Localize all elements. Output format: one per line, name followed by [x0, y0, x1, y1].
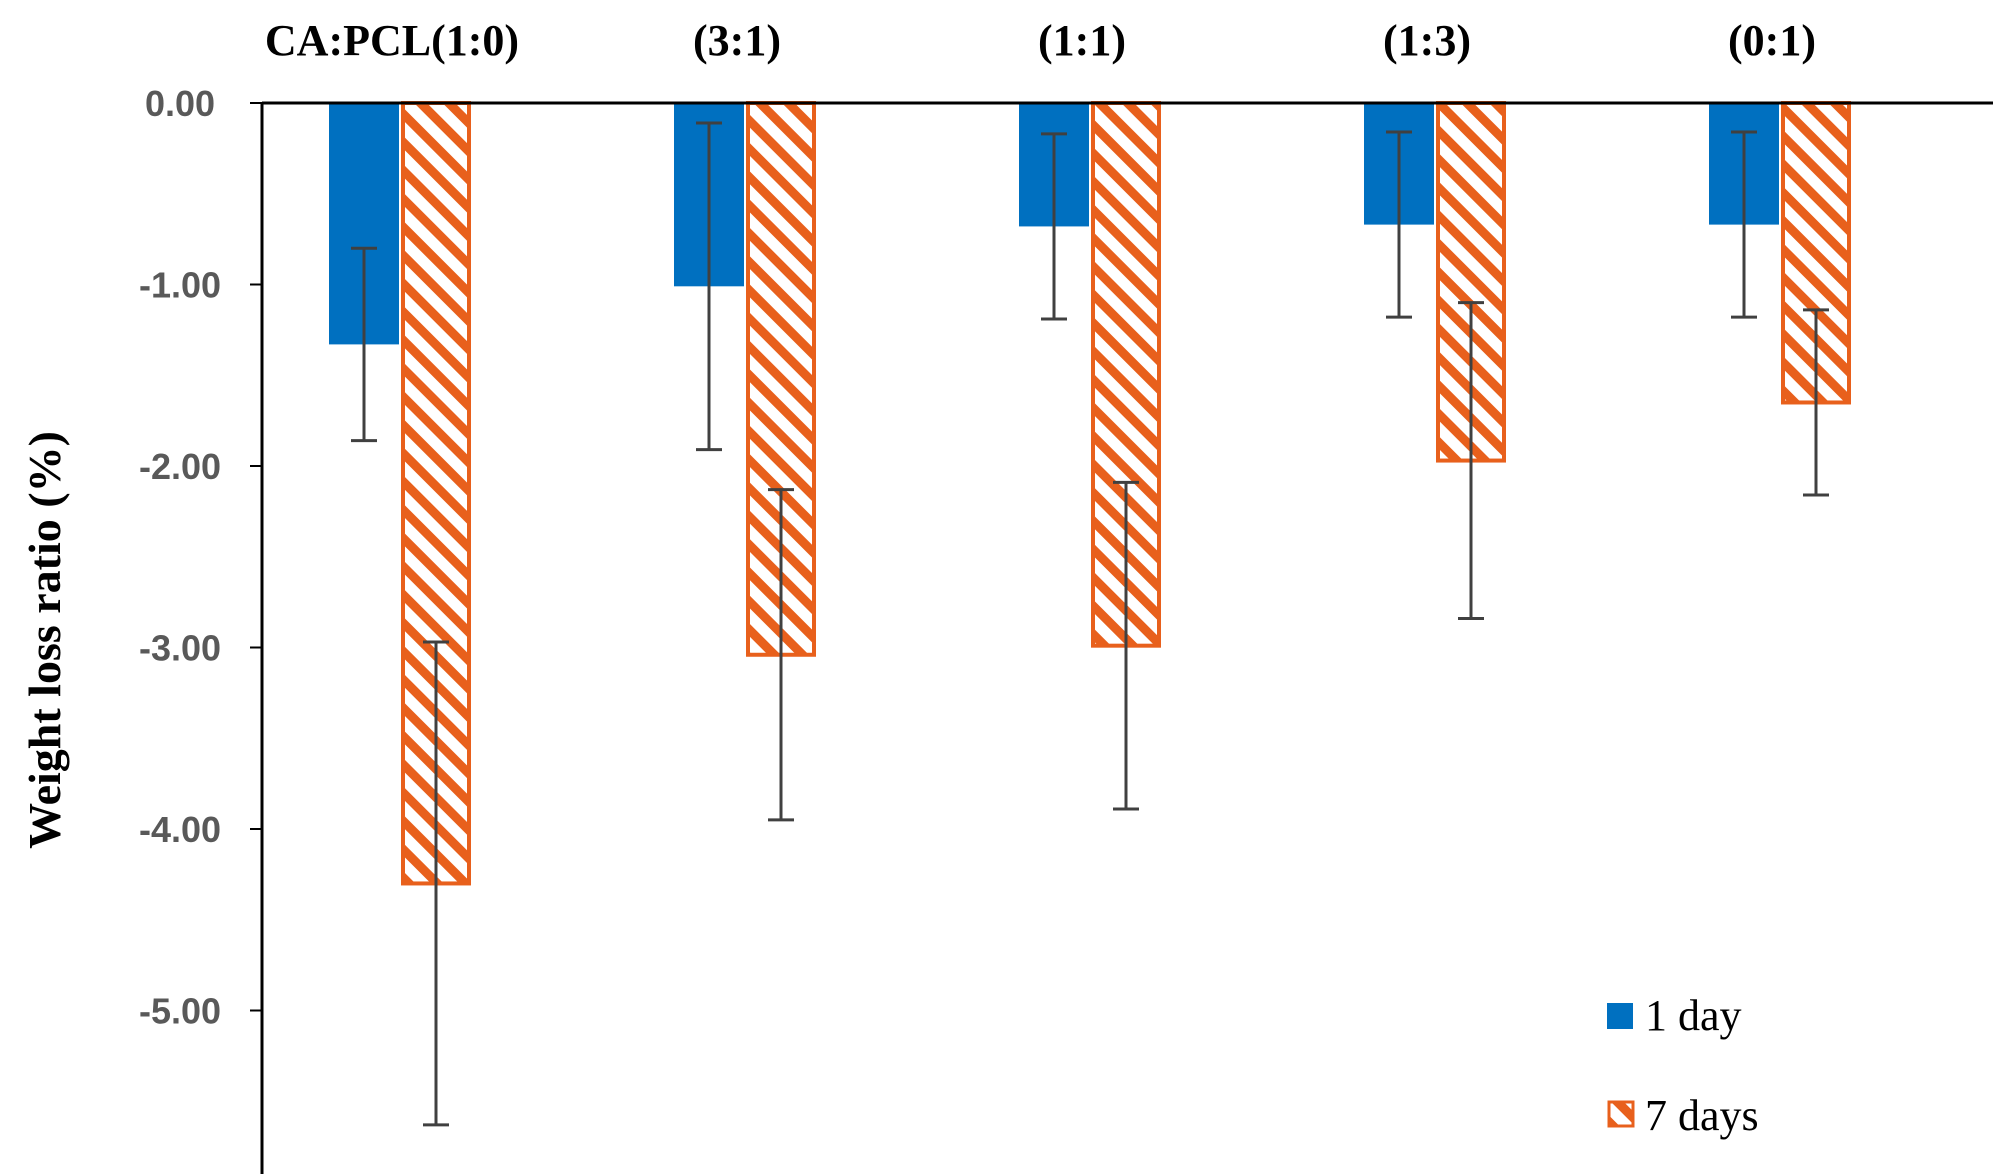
bars	[329, 101, 1851, 886]
legend-label-7-days: 7 days	[1645, 1091, 1759, 1140]
y-tick-label: -3.00	[139, 628, 221, 669]
legend-swatch-1-day	[1607, 1003, 1633, 1029]
category-label: (3:1)	[693, 16, 781, 65]
category-label: (0:1)	[1728, 16, 1816, 65]
y-axis-title: Weight loss ratio (%)	[19, 431, 70, 849]
category-label: (1:3)	[1383, 16, 1471, 65]
category-label: CA:PCL(1:0)	[265, 16, 519, 65]
error-bars	[351, 121, 1829, 1127]
y-tick-label: -4.00	[139, 809, 221, 850]
y-axis-ticks: 0.00 -1.00 -2.00 -3.00 -4.00 -5.00	[139, 83, 262, 1032]
category-labels: CA:PCL(1:0) (3:1) (1:1) (1:3) (0:1)	[265, 16, 1816, 65]
legend-swatch-7-days	[1607, 1100, 1635, 1128]
legend-label-1-day: 1 day	[1645, 991, 1742, 1040]
y-tick-label: -5.00	[139, 991, 221, 1032]
y-tick-label: -2.00	[139, 446, 221, 487]
y-tick-label: -1.00	[139, 265, 221, 306]
axes	[260, 101, 1993, 1174]
legend: 1 day 7 days	[1607, 991, 1759, 1140]
y-tick-label: 0.00	[145, 83, 215, 124]
category-label: (1:1)	[1038, 16, 1126, 65]
